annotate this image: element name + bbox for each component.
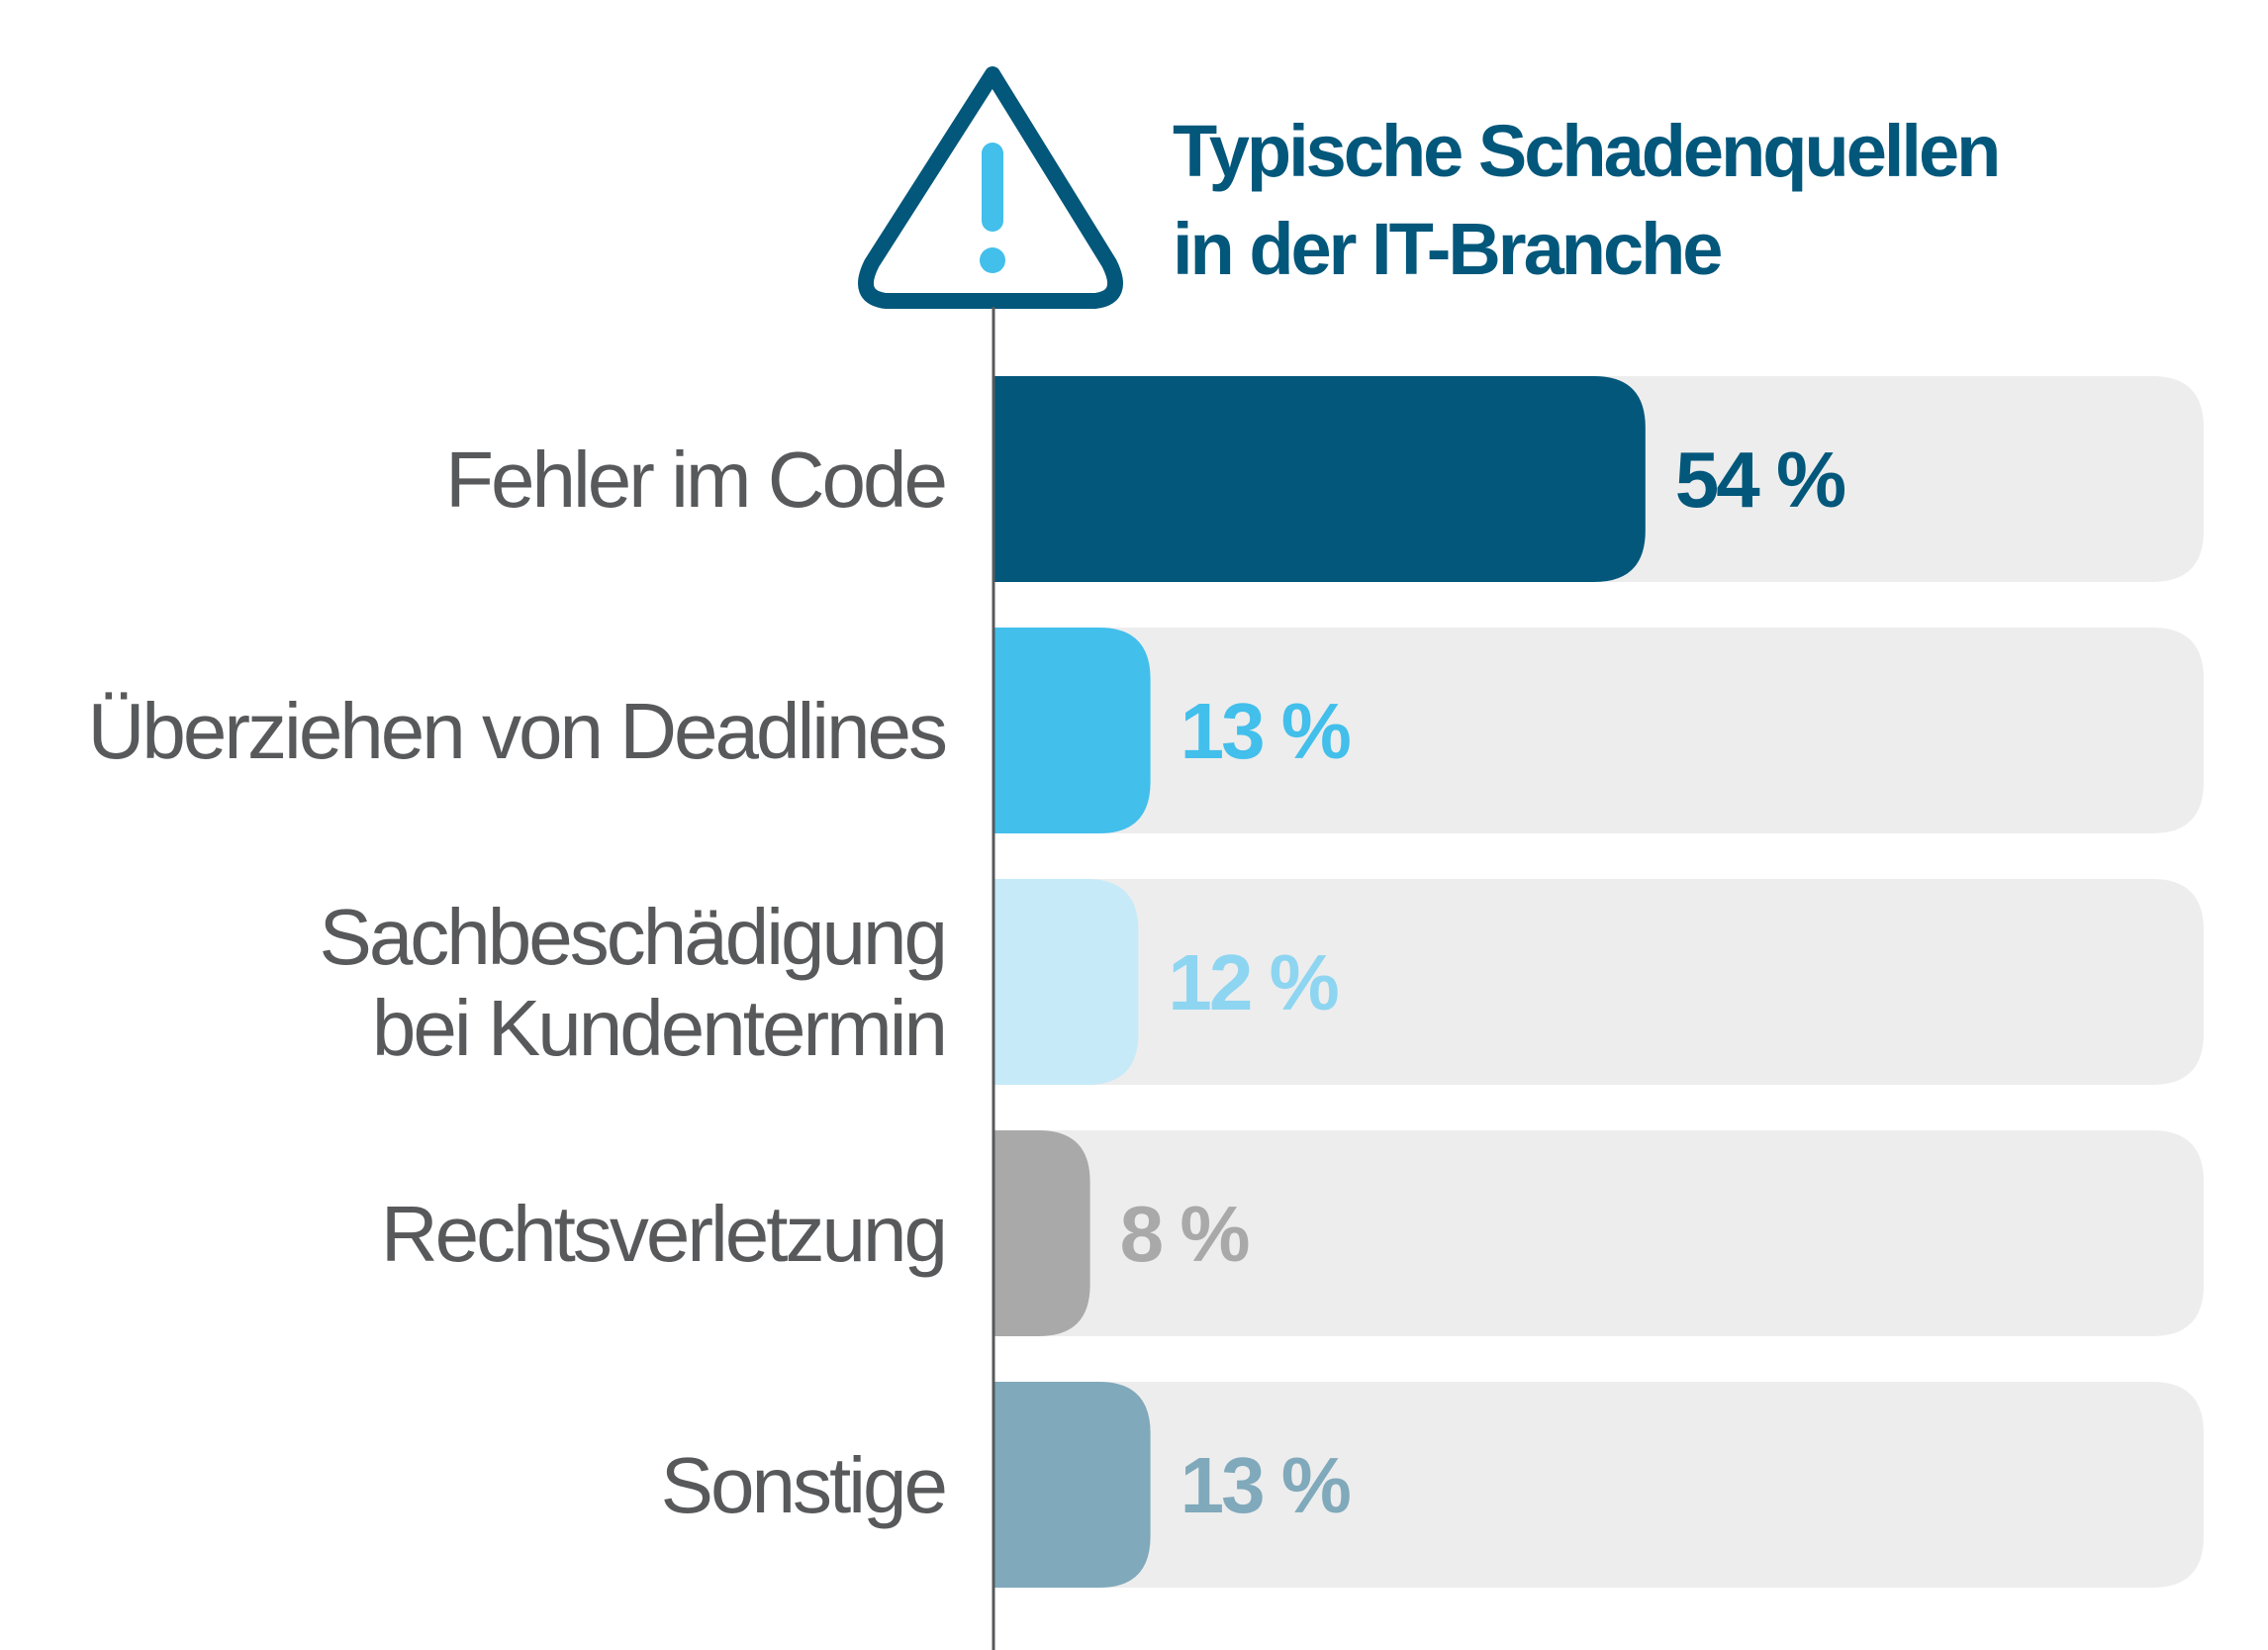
chart-title: Typische Schadenquellen in der IT-Branch… [1173,110,2003,290]
exclamation-bar [982,143,1003,232]
category-label: Sachbeschädigung bei Kundentermin [319,893,945,1072]
exclamation-dot [980,247,1005,273]
bar [993,1130,1090,1336]
bar [993,1382,1151,1588]
category-label-line: Überziehen von Deadlines [88,687,946,775]
bar-track [993,628,2204,833]
value-label: 12 % [1168,938,1338,1026]
category-label: Sonstige [661,1441,945,1529]
value-label: 13 % [1181,687,1351,775]
bar [993,628,1151,833]
value-label: 54 % [1675,436,1845,524]
value-label: 8 % [1120,1190,1250,1278]
value-labels: 54 % 13 % 12 % 8 % 13 % [1120,436,1848,1529]
warning-triangle-icon [858,66,1123,309]
category-label-line: Fehler im Code [445,436,945,524]
bars [993,376,1646,1588]
category-label: Überziehen von Deadlines [88,687,946,775]
category-label: Fehler im Code [445,436,945,524]
category-labels: Fehler im Code Überziehen von Deadlines Sa… [88,436,949,1529]
category-label-line: Sachbeschädigung [319,893,945,981]
chart-title-line-2: in der IT-Branche [1173,208,1721,290]
category-label: Rechtsverletzung [381,1190,945,1278]
bar-track [993,879,2204,1085]
bar [993,879,1139,1085]
chart-title-line-1: Typische Schadenquellen [1173,110,1998,192]
category-label-line: Rechtsverletzung [381,1190,945,1278]
category-label-line: Sonstige [661,1441,945,1529]
bar-track [993,1130,2204,1336]
bar [993,376,1646,582]
warning-triangle-outline [858,66,1123,309]
bar-track [993,1382,2204,1588]
category-label-line: bei Kundentermin [372,984,945,1072]
value-label: 13 % [1181,1441,1351,1529]
